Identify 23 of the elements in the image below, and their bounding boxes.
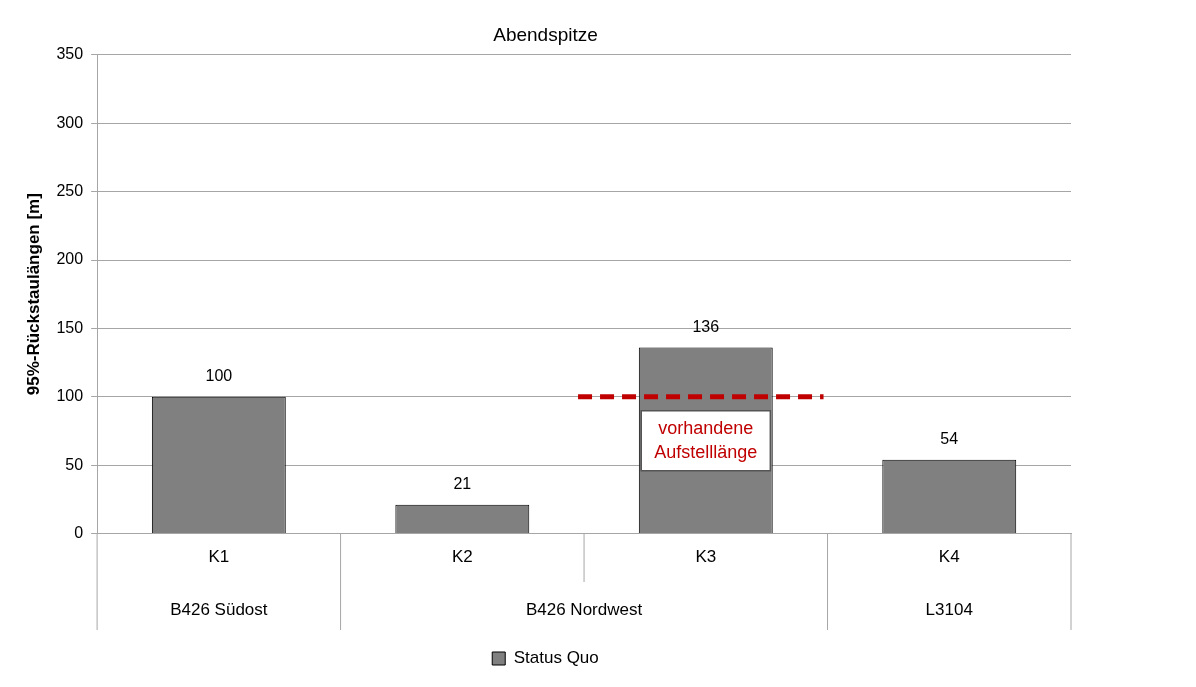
- x-tick-label: K1: [208, 547, 230, 567]
- x-tick-label: K4: [938, 547, 960, 567]
- y-tick-label: 150: [56, 318, 84, 336]
- text: B426 Nordwest: [525, 599, 643, 619]
- y-axis-title: 95%-Rückstaulängen [m]: [23, 193, 43, 396]
- text: L3104: [925, 599, 973, 619]
- y-tick-label: 300: [56, 113, 84, 131]
- data-label: 136: [692, 317, 720, 335]
- annotation: vorhandene Aufstelllänge: [654, 417, 758, 462]
- y-tick-label: 200: [56, 250, 84, 268]
- y-tick-label: 100: [56, 387, 84, 405]
- data-label: 54: [940, 430, 959, 448]
- data-label: 21: [453, 475, 472, 493]
- y-tick-label: 350: [56, 45, 84, 63]
- y-tick-label: 50: [65, 455, 84, 473]
- data-label: 100: [205, 367, 233, 385]
- y-tick-label: 0: [74, 524, 84, 542]
- chart-title: Abendspitze: [493, 23, 598, 45]
- legend-label: Status Quo: [513, 648, 599, 668]
- x-tick-label: K3: [695, 547, 717, 567]
- y-tick-label: 250: [56, 182, 84, 200]
- x-tick-label: K2: [451, 547, 473, 567]
- text: B426 Südost: [170, 599, 268, 619]
